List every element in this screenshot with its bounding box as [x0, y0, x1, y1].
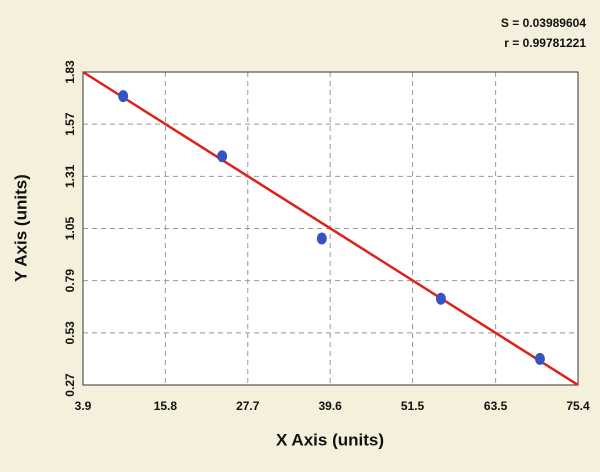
data-point	[217, 150, 228, 163]
y-tick-label: 0.27	[63, 373, 77, 397]
x-axis-title: X Axis (units)	[276, 430, 384, 449]
data-point	[534, 352, 545, 365]
x-tick-label: 75.4	[566, 399, 590, 413]
x-tick-label: 3.9	[75, 399, 92, 413]
y-tick-label: 1.83	[63, 60, 77, 84]
annotation: S = 0.03989604	[501, 16, 586, 30]
fit-line	[82, 70, 579, 387]
data-point	[118, 90, 129, 103]
x-tick-label: 15.8	[154, 399, 178, 413]
y-tick-label: 0.79	[63, 269, 77, 293]
y-tick-label: 0.53	[63, 321, 77, 345]
x-tick-label: 51.5	[401, 399, 425, 413]
annotation: r = 0.99781221	[504, 36, 586, 50]
data-point	[435, 292, 446, 305]
y-tick-label: 1.05	[63, 216, 77, 240]
plot-frame	[82, 71, 579, 386]
y-tick-label: 1.57	[63, 112, 77, 136]
x-tick-label: 27.7	[236, 399, 260, 413]
y-axis-title: Y Axis (units)	[11, 174, 30, 282]
y-tick-label: 1.31	[63, 164, 77, 188]
x-tick-label: 63.5	[484, 399, 508, 413]
x-tick-label: 39.6	[318, 399, 342, 413]
data-point	[316, 232, 327, 245]
